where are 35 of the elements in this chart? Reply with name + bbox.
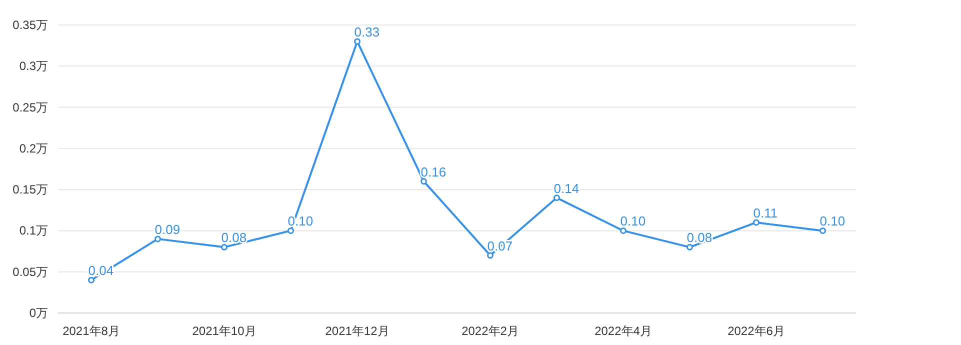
point [820,227,826,234]
data-label: 0.16 [420,164,446,180]
x-tick-label: 2021年8月 [62,324,120,338]
y-tick-label: 0.15万 [12,182,48,197]
point [154,236,161,242]
x-tick-label: 2022年2月 [462,324,519,338]
y-tick-label: 0.35万 [12,18,48,32]
point [686,244,693,250]
x-tick-label: 2022年6月 [728,324,785,338]
point [88,276,94,284]
point [221,244,228,250]
data-label: 0.09 [154,222,180,237]
data-label: 0.33 [354,24,380,40]
data-label: 0.10 [820,214,846,229]
data-label: 0.10 [620,214,646,229]
data-label: 0.08 [221,230,247,246]
y-tick-label: 0.1万 [19,224,48,238]
point [420,178,427,185]
y-tick-label: 0万 [29,306,48,320]
point [487,252,494,259]
data-label: 0.14 [554,180,580,196]
data-label: 0.11 [753,205,778,220]
x-tick-label: 2021年10月 [192,324,256,338]
point [288,227,294,234]
data-label: 0.08 [686,230,712,246]
point [354,38,360,45]
y-tick-label: 0.3万 [19,59,48,74]
x-tick-label: 2022年4月 [594,324,652,338]
y-tick-label: 0.05万 [12,264,48,279]
point [753,219,760,226]
x-tick-label: 2021年12月 [325,324,390,338]
point [620,227,626,234]
y-tick-label: 0.25万 [12,100,48,114]
y-tick-label: 0.2万 [19,141,48,156]
point [554,194,560,202]
